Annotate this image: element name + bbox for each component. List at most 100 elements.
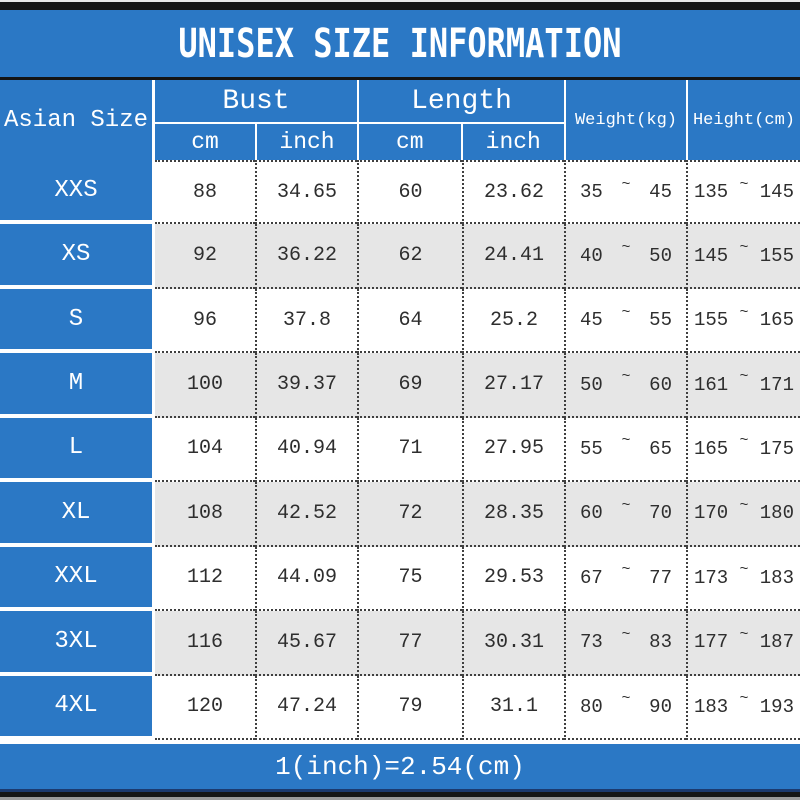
height-max-value: 183 [759,566,794,589]
tilde-glyph: ~ [621,690,631,708]
weight-max-value: 65 [649,437,672,460]
tilde-glyph: ~ [739,175,749,193]
length-cm-value: 71 [357,417,462,483]
weight-max-value: 77 [649,566,672,589]
height-range: 155 ~ 165 [686,288,800,354]
title-divider [0,77,800,80]
subheader-bust-cm: cm [191,129,219,155]
height-min-value: 183 [694,695,729,718]
bottom-gray-strip [0,797,800,800]
size-label: 4XL [0,675,155,740]
tilde-glyph: ~ [739,303,749,321]
height-min-value: 145 [694,244,729,267]
weight-max-value: 90 [649,695,672,718]
bust-inch-value: 45.67 [255,611,357,676]
tilde-glyph: ~ [739,690,749,708]
size-label: XXL [0,546,155,612]
weight-max-value: 55 [649,309,672,332]
tilde-glyph: ~ [621,561,631,579]
bottom-navy-line [0,789,800,792]
bust-inch-value: 39.37 [255,353,357,418]
tilde-glyph: ~ [621,303,631,321]
title-banner: UNISEX SIZE INFORMATION [0,10,800,77]
column-header-bust: Bust [155,80,357,124]
weight-range: 45 ~ 55 [564,288,686,354]
tilde-glyph: ~ [621,432,631,450]
table-row-s: S 96 37.8 64 25.2 45 ~ 55 155 ~ 165 [0,288,800,354]
length-inch-value: 29.53 [462,546,564,612]
top-border-bar [0,2,800,10]
weight-min-value: 50 [580,373,603,396]
footer-banner: 1(inch)=2.54(cm) [0,740,800,789]
length-cm-value: 64 [357,288,462,354]
height-min-value: 170 [694,502,729,525]
length-inch-value: 25.2 [462,288,564,354]
table-header: Asian Size Bust cm inch Length cm inch W… [0,80,800,160]
bust-inch-value: 47.24 [255,675,357,740]
height-range: 135 ~ 145 [686,160,800,225]
length-inch-value: 31.1 [462,675,564,740]
height-min-value: 177 [694,631,729,654]
table-row-l: L 104 40.94 71 27.95 55 ~ 65 165 ~ 175 [0,417,800,483]
weight-min-value: 60 [580,502,603,525]
height-min-value: 165 [694,437,729,460]
weight-range: 40 ~ 50 [564,224,686,289]
subheader-row-bust: cm inch [155,124,357,160]
size-label: L [0,417,155,483]
height-min-value: 135 [694,181,729,204]
height-range: 177 ~ 187 [686,611,800,676]
weight-min-value: 67 [580,566,603,589]
size-label: XL [0,482,155,547]
length-inch-value: 30.31 [462,611,564,676]
length-cm-value: 79 [357,675,462,740]
bust-inch-value: 42.52 [255,482,357,547]
subheader-length-inch: inch [460,124,565,160]
bottom-border-bar [0,792,800,797]
size-label: 3XL [0,611,155,676]
tilde-glyph: ~ [739,368,749,386]
height-min-value: 155 [694,309,729,332]
tilde-glyph: ~ [621,625,631,643]
column-header-height: Height(cm) [686,80,800,160]
tilde-glyph: ~ [621,496,631,514]
table-row-4xl: 4XL 120 47.24 79 31.1 80 ~ 90 183 ~ 193 [0,675,800,740]
table-row-xl: XL 108 42.52 72 28.35 60 ~ 70 170 ~ 180 [0,482,800,547]
subheader-row-length: cm inch [359,124,564,160]
height-max-value: 171 [759,373,794,396]
weight-max-value: 83 [649,631,672,654]
length-inch-value: 28.35 [462,482,564,547]
conversion-note: 1(inch)=2.54(cm) [275,751,525,782]
tilde-glyph: ~ [621,368,631,386]
weight-min-value: 73 [580,631,603,654]
height-range: 173 ~ 183 [686,546,800,612]
weight-min-value: 40 [580,244,603,267]
bust-cm-value: 96 [155,288,255,354]
tilde-glyph: ~ [739,239,749,257]
height-min-value: 161 [694,373,729,396]
length-cm-value: 75 [357,546,462,612]
column-header-length: Length [359,80,564,124]
bust-cm-value: 120 [155,675,255,740]
table-body: XXS 88 34.65 60 23.62 35 ~ 45 135 ~ 145 … [0,160,800,740]
height-range: 183 ~ 193 [686,675,800,740]
height-min-value: 173 [694,566,729,589]
size-label: M [0,353,155,418]
weight-range: 67 ~ 77 [564,546,686,612]
height-max-value: 193 [759,695,794,718]
weight-min-value: 45 [580,309,603,332]
tilde-glyph: ~ [621,175,631,193]
height-range: 165 ~ 175 [686,417,800,483]
bust-cm-value: 112 [155,546,255,612]
bust-inch-value: 37.8 [255,288,357,354]
subheader-length-cm: cm [395,129,424,155]
length-cm-value: 62 [357,224,462,289]
bust-cm-value: 104 [155,417,255,483]
length-inch-value: 24.41 [462,224,564,289]
weight-max-value: 70 [649,502,672,525]
table-row-m: M 100 39.37 69 27.17 50 ~ 60 161 ~ 171 [0,353,800,418]
column-header-weight: Weight(kg) [564,80,686,160]
weight-min-value: 35 [580,181,603,204]
bust-inch-value: 40.94 [255,417,357,483]
weight-range: 80 ~ 90 [564,675,686,740]
